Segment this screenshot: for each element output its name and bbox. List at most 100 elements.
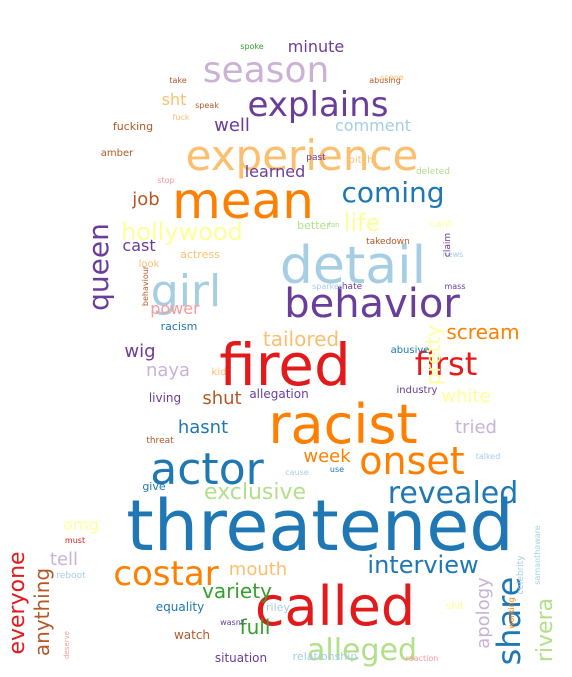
word-everyone: everyone	[5, 551, 30, 654]
word-wasnt: wasnt	[220, 618, 244, 627]
word-comment: comment	[335, 116, 411, 135]
word-scream: scream	[446, 320, 519, 344]
word-job: job	[131, 189, 159, 210]
word-hasnt: hasnt	[178, 417, 228, 438]
word-speak: speak	[195, 101, 219, 110]
word-white: white	[441, 386, 490, 407]
word-living: living	[149, 391, 181, 405]
word-naya: naya	[146, 360, 190, 381]
word-life: life	[344, 209, 381, 237]
word-tell: tell	[50, 549, 78, 570]
word-shit: shit	[446, 601, 464, 612]
word-spoke: spoke	[240, 42, 263, 51]
word-talked: talked	[476, 452, 501, 461]
word-full: full	[240, 615, 271, 639]
word-deserve: deserve	[63, 631, 71, 659]
word-shut: shut	[202, 388, 241, 409]
word-apology: apology	[473, 577, 494, 649]
word-hollywood: hollywood	[121, 218, 243, 246]
word-costar: costar	[113, 554, 218, 594]
word-fired: fired	[219, 331, 351, 399]
word-detail: detail	[280, 236, 426, 296]
word-cant: cant	[430, 219, 452, 230]
word-stop: stop	[157, 176, 174, 185]
word-omg: omg	[63, 515, 99, 534]
word-power: power	[150, 299, 200, 318]
word-called: called	[255, 575, 415, 638]
word-reboot: reboot	[56, 571, 86, 581]
word-actor: actor	[150, 444, 264, 495]
word-equality: equality	[156, 600, 204, 614]
word-explains: explains	[247, 85, 388, 125]
word-racism: racism	[161, 320, 198, 333]
word-onset: onset	[359, 439, 464, 483]
word-working: working	[507, 597, 516, 629]
word-look: look	[139, 259, 160, 270]
word-reaction: reaction	[406, 654, 439, 663]
word-tailored: tailored	[263, 327, 339, 351]
word-takedown: takedown	[366, 237, 410, 247]
word-sparked: sparked	[312, 282, 344, 291]
word-wig: wig	[124, 341, 155, 362]
word-coming: coming	[341, 176, 444, 209]
word-relationship: relationship	[293, 650, 358, 663]
word-better: better	[297, 219, 331, 232]
word-riley: riley	[266, 601, 290, 614]
word-tried: tried	[455, 417, 497, 438]
word-fan: fan	[328, 221, 339, 229]
word-queen: queen	[82, 223, 115, 311]
word-hate: hate	[342, 282, 363, 292]
word-mean: mean	[172, 172, 314, 230]
word-sht: sht	[162, 90, 187, 109]
word-give: give	[142, 480, 166, 493]
word-kid: kid	[212, 367, 227, 378]
word-amber: amber	[101, 148, 134, 159]
word-threat: threat	[146, 436, 174, 446]
word-cast: cast	[122, 236, 155, 255]
word-threatened: threatened	[126, 485, 513, 567]
word-celebrity: celebrity	[516, 555, 526, 595]
word-past: past	[306, 153, 326, 163]
word-claim: claim	[443, 233, 453, 257]
word-mouth: mouth	[229, 559, 287, 580]
word-must: must	[65, 536, 85, 545]
word-minute: minute	[288, 37, 344, 56]
word-bitch: bitch	[349, 155, 374, 166]
word-pretty: pretty	[421, 325, 445, 385]
word-first: first	[415, 345, 478, 383]
word-experience: experience	[186, 131, 419, 180]
word-situation: situation	[215, 651, 267, 665]
word-interview: interview	[367, 551, 478, 579]
word-mass: mass	[444, 282, 465, 291]
word-samanthaware: samanthaware	[533, 525, 542, 585]
word-alleged: alleged	[307, 633, 417, 668]
word-behavior: behavior	[284, 281, 460, 327]
word-share: share	[490, 577, 528, 666]
word-take: take	[169, 76, 186, 85]
word-news: news	[443, 250, 464, 259]
word-girl: girl	[151, 266, 221, 317]
word-revealed: revealed	[388, 476, 519, 511]
word-fucking: fucking	[113, 120, 153, 133]
word-use: use	[330, 465, 344, 474]
word-fuck: fuck	[173, 113, 190, 122]
word-watch: watch	[174, 628, 210, 642]
word-industry: industry	[397, 385, 438, 396]
word-learned: learned	[245, 162, 306, 181]
word-variety: variety	[202, 579, 272, 603]
word-scene: scene	[380, 73, 404, 82]
word-well: well	[214, 115, 250, 136]
word-abusive: abusive	[391, 345, 430, 356]
word-racist: racist	[268, 393, 417, 456]
word-exclusive: exclusive	[204, 480, 306, 505]
word-allegation: allegation	[249, 387, 308, 401]
word-cause: cause	[285, 468, 309, 477]
word-anything: anything	[30, 568, 54, 656]
word-week: week	[303, 446, 351, 467]
word-rivera: rivera	[533, 598, 558, 662]
word-season: season	[203, 50, 330, 91]
word-abusing: abusing	[369, 76, 401, 85]
word-deleted: deleted	[416, 167, 450, 177]
word-actress: actress	[180, 248, 220, 261]
